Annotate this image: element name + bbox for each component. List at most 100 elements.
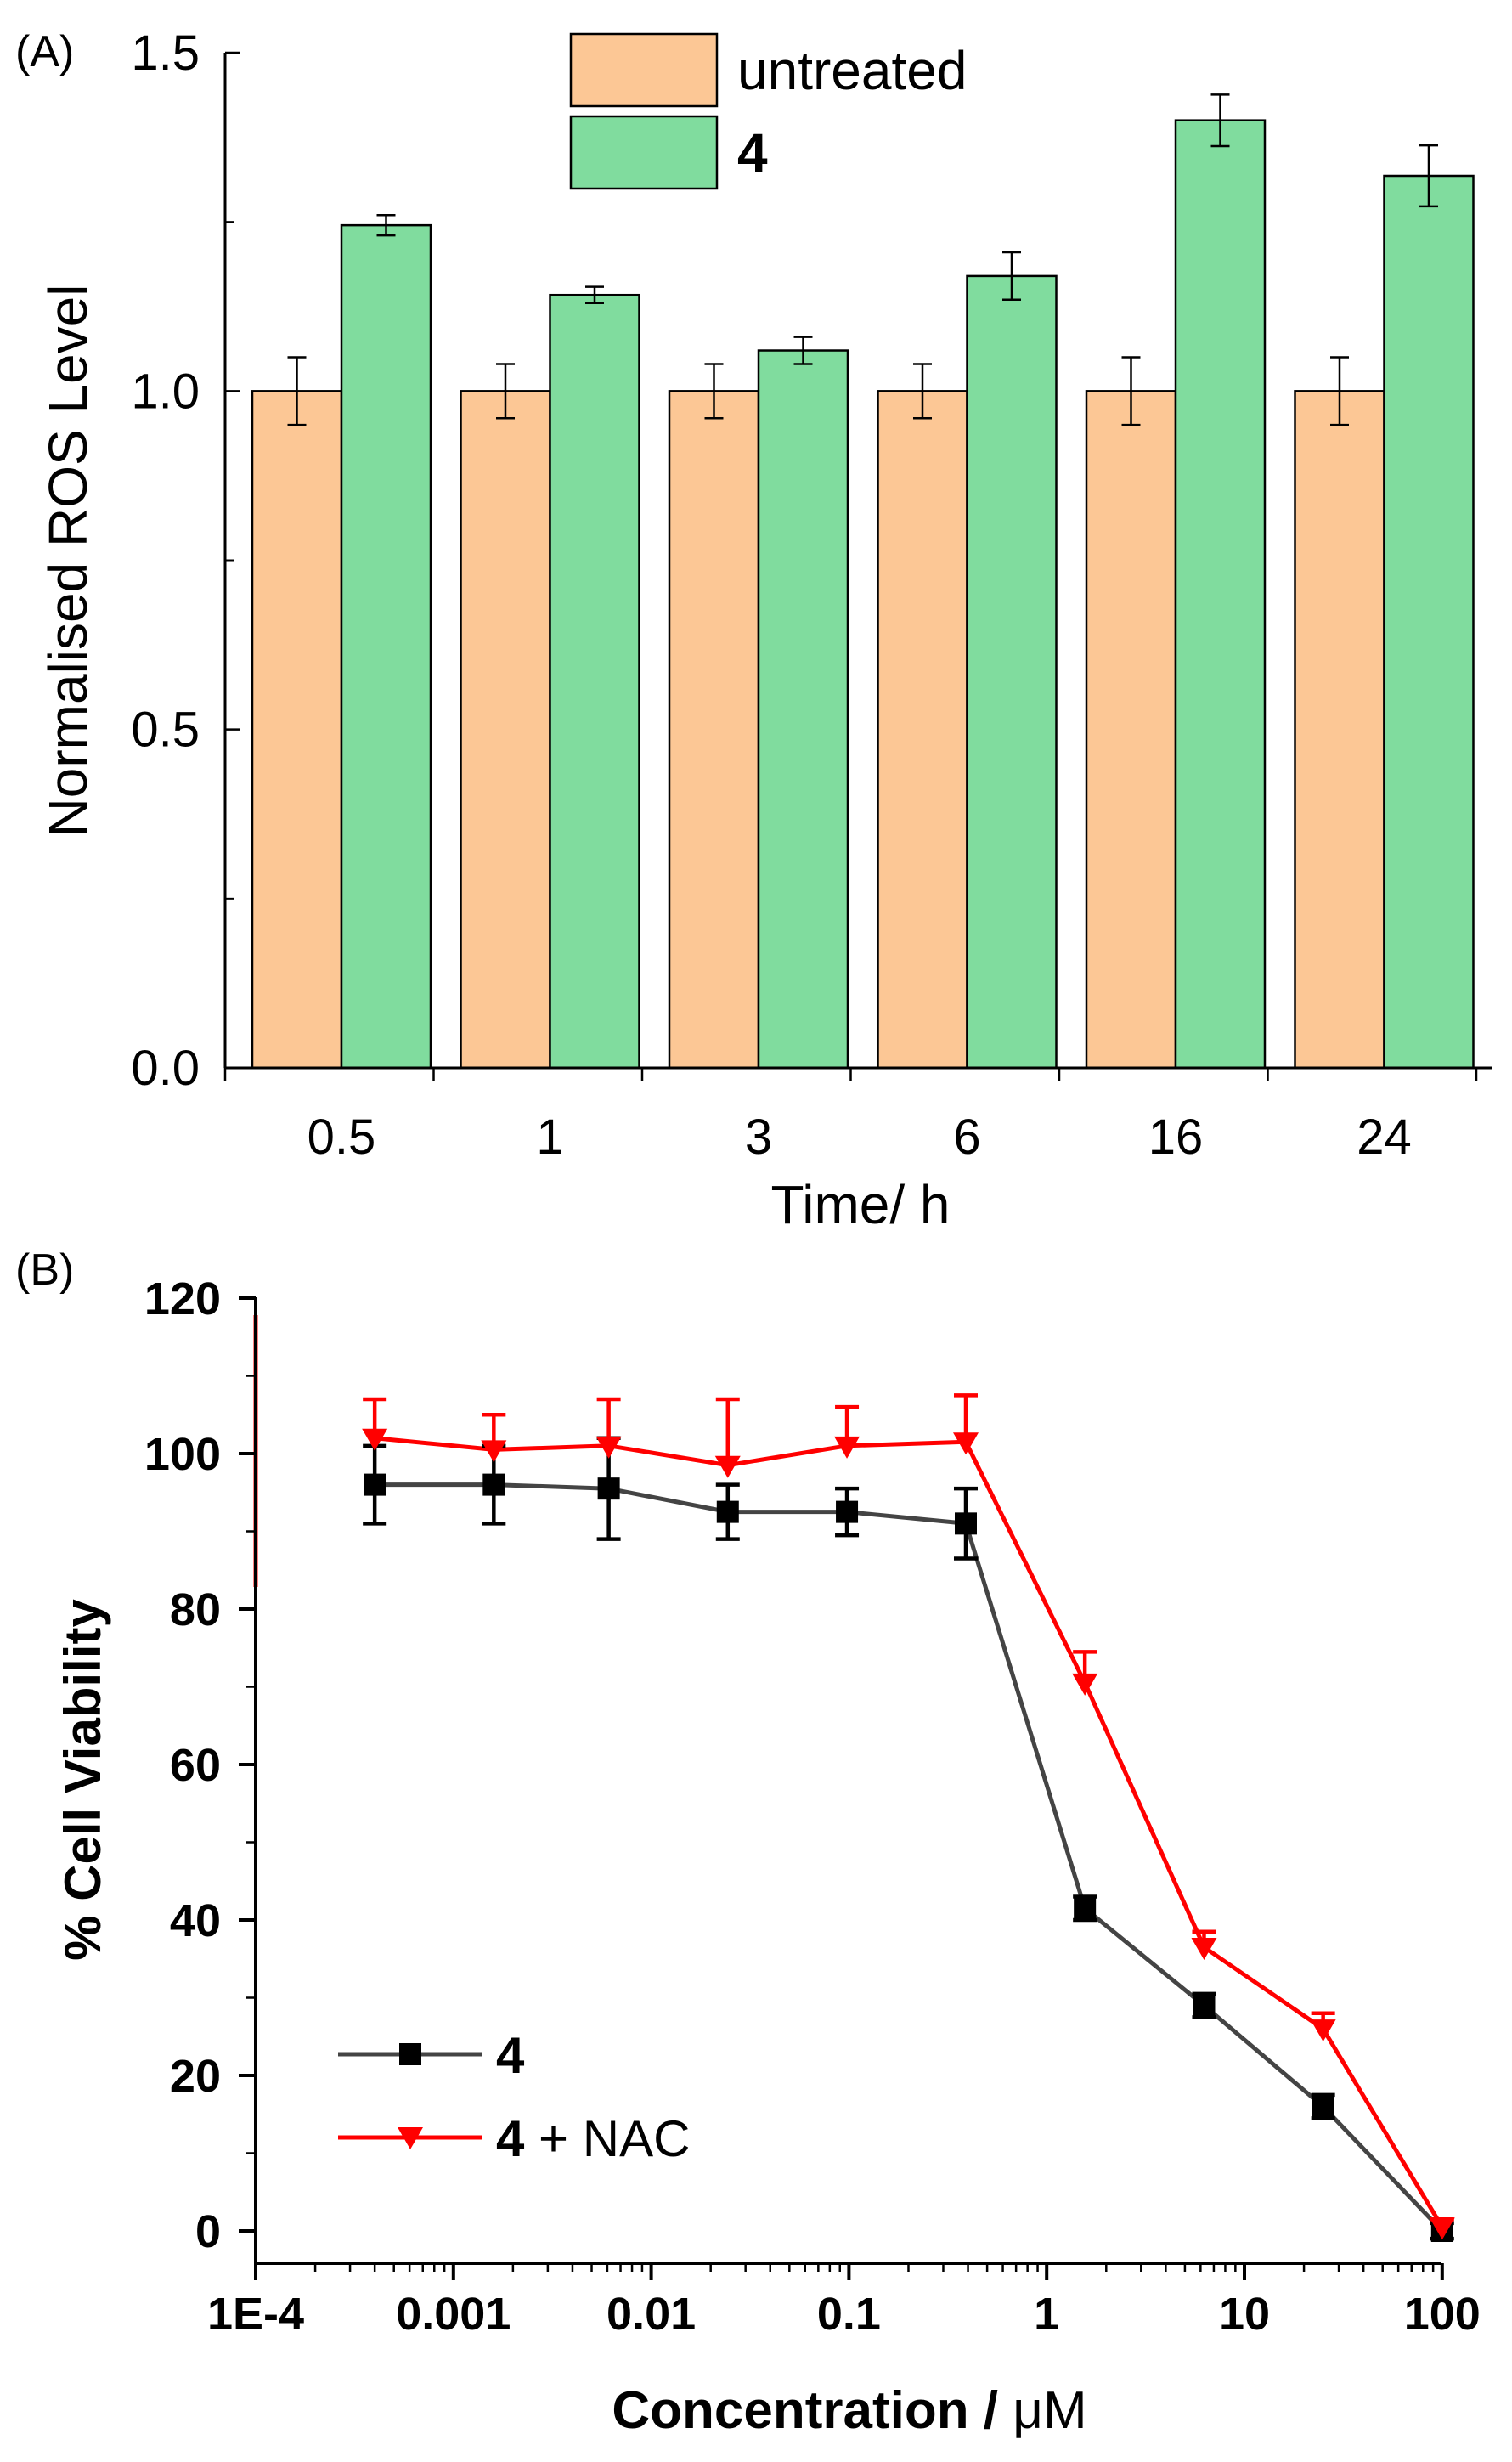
legend-marker-4-nac <box>398 2127 423 2149</box>
marker-4-nac-3 <box>714 1455 741 1478</box>
error-bar-treated-4-16 <box>1210 93 1230 148</box>
panel-a-bars <box>251 119 1475 1070</box>
y-tick-label-0.5: 0.5 <box>131 703 200 758</box>
legend-label-4: 4 <box>737 122 768 184</box>
panel-a: (A) 0.0 0.5 1.0 1.5 0.5 1 3 6 16 24 Normalised R… <box>15 25 1492 1235</box>
x-tick-label-0.01: 0.01 <box>606 2289 696 2340</box>
marker-4-0 <box>364 1473 386 1496</box>
x-tick-label-6: 6 <box>953 1110 980 1165</box>
legend-label-4-nac-bold: 4 <box>496 2110 525 2167</box>
y-tick-label-20: 20 <box>170 2051 221 2102</box>
bar-untreated-0.5 <box>251 390 343 1070</box>
x-tick-label-3: 3 <box>745 1110 772 1165</box>
y-tick-label-0: 0 <box>195 2206 221 2257</box>
bar-treated-4-6 <box>966 274 1058 1070</box>
marker-4-4 <box>836 1500 859 1523</box>
bar-untreated-6 <box>877 390 968 1070</box>
bar-untreated-1 <box>460 390 551 1070</box>
legend-label-4-nac: 4 + NAC <box>496 2110 690 2167</box>
marker-4-nac-2 <box>595 1436 622 1459</box>
marker-4-8 <box>1312 2095 1334 2118</box>
y-tick-label-1.0: 1.0 <box>131 364 200 419</box>
error-bar-untreated-1 <box>496 363 515 420</box>
y-tick-label-120: 120 <box>144 1273 221 1324</box>
bar-untreated-16 <box>1085 390 1177 1070</box>
bar-treated-4-0.5 <box>340 223 432 1070</box>
error-bar-4-nac-3 <box>715 1397 740 1465</box>
y-tick-label-80: 80 <box>170 1584 221 1635</box>
bar-treated-4-24 <box>1383 174 1475 1070</box>
error-bar-untreated-3 <box>704 363 724 420</box>
bar-treated-4-16 <box>1174 119 1267 1070</box>
panel-a-legend: untreated 4 <box>569 32 967 190</box>
bar-untreated-3 <box>668 390 760 1070</box>
panel-b-label: (B) <box>15 1245 74 1295</box>
panel-b-legend: 4 4 + NAC <box>338 2027 690 2167</box>
series-line-4 <box>375 1482 1444 2233</box>
panel-a-label: (A) <box>15 27 74 76</box>
panel-a-error-bars <box>287 93 1438 426</box>
error-bar-treated-4-24 <box>1419 144 1438 208</box>
error-bar-untreated-16 <box>1121 356 1141 426</box>
x-tick-label-10: 10 <box>1219 2289 1270 2340</box>
bar-treated-4-3 <box>757 349 849 1070</box>
error-bar-untreated-24 <box>1330 356 1349 426</box>
marker-4-6 <box>1074 1897 1097 1920</box>
marker-4-nac-5 <box>952 1432 979 1455</box>
marker-4-nac-6 <box>1072 1673 1098 1696</box>
marker-4-nac-9 <box>1429 2217 1455 2240</box>
panel-b-x-axis-label: Concentration / μM <box>612 2381 1086 2440</box>
x-tick-label-1E-4: 1E-4 <box>207 2289 304 2340</box>
error-bar-treated-4-6 <box>1002 251 1021 302</box>
marker-4-3 <box>716 1500 739 1523</box>
marker-4-nac-4 <box>834 1436 860 1459</box>
y-tick-label-0.0: 0.0 <box>131 1041 200 1096</box>
legend-marker-4 <box>399 2043 421 2065</box>
panel-a-y-ticks: 0.0 0.5 1.0 1.5 <box>131 25 240 1096</box>
error-bar-treated-4-0.5 <box>376 213 396 237</box>
y-tick-label-40: 40 <box>170 1895 221 1946</box>
panel-b-x-axis-unit: μM <box>1013 2381 1086 2440</box>
panel-a-x-axis-label: Time/ h <box>771 1174 951 1235</box>
panel-a-x-ticks: 0.5 1 3 6 16 24 <box>223 1068 1478 1165</box>
x-tick-label-0.1: 0.1 <box>817 2289 881 2340</box>
marker-4-7 <box>1193 1994 1216 2017</box>
marker-4-5 <box>954 1512 977 1535</box>
panel-b-series-lines <box>374 1436 1444 2233</box>
legend-swatch-4 <box>569 115 719 190</box>
error-bar-treated-4-3 <box>793 336 813 365</box>
x-tick-label-24: 24 <box>1357 1110 1412 1165</box>
error-bar-untreated-6 <box>913 363 932 420</box>
x-tick-label-0.5: 0.5 <box>307 1110 376 1165</box>
error-bar-untreated-0.5 <box>287 356 307 426</box>
x-tick-label-100: 100 <box>1404 2289 1481 2340</box>
x-tick-label-16: 16 <box>1148 1110 1204 1165</box>
marker-4-2 <box>597 1477 620 1500</box>
marker-4-nac-7 <box>1191 1938 1217 1961</box>
y-tick-label-1.5: 1.5 <box>131 25 200 81</box>
legend-label-4-nac-suffix: + NAC <box>524 2110 690 2167</box>
marker-4-nac-1 <box>481 1440 507 1463</box>
marker-4-nac-0 <box>362 1428 388 1451</box>
series-line-4-nac <box>374 1436 1444 2228</box>
y-tick-label-60: 60 <box>170 1740 221 1791</box>
error-bar-treated-4-1 <box>585 285 604 305</box>
x-tick-label-1: 1 <box>536 1110 563 1165</box>
x-tick-label-0.001: 0.001 <box>396 2289 511 2340</box>
bar-untreated-24 <box>1294 390 1385 1070</box>
panel-b-x-axis-label-text: Concentration / <box>612 2381 1013 2440</box>
legend-label-untreated: untreated <box>737 40 967 101</box>
marker-4-1 <box>482 1473 505 1496</box>
legend-label-4-series: 4 <box>496 2027 525 2084</box>
y-tick-label-100: 100 <box>144 1429 221 1480</box>
bar-treated-4-1 <box>549 293 640 1070</box>
panel-b-x-ticks: 1E-4 0.001 0.01 0.1 1 10 100 <box>207 2263 1481 2340</box>
panel-a-y-axis-label: Normalised ROS Level <box>37 285 99 838</box>
marker-4-nac-8 <box>1310 2019 1336 2042</box>
legend-swatch-untreated <box>569 32 719 108</box>
x-tick-label-1: 1 <box>1034 2289 1059 2340</box>
panel-b-markers <box>362 1428 1455 2242</box>
panel-b-y-axis-label: % Cell Viability <box>54 1599 111 1961</box>
